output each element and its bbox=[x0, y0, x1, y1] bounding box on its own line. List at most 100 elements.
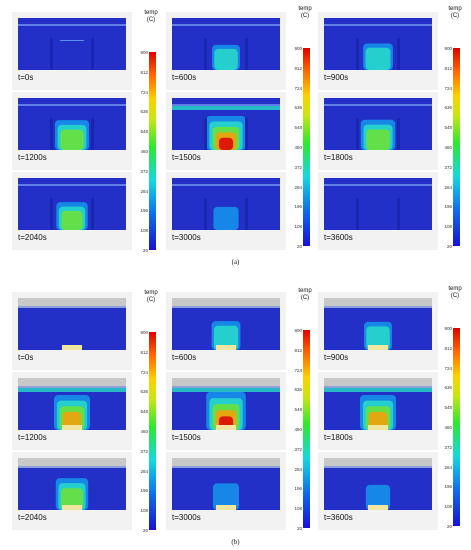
colorbar-tick-label: 900 bbox=[140, 330, 148, 335]
colorbar-tick-label: 20 bbox=[296, 244, 302, 249]
time-label: t=0s bbox=[18, 353, 34, 362]
ceiling-band bbox=[18, 298, 126, 306]
colorbar-tick-label: 460 bbox=[444, 425, 452, 430]
colorbar-ticks: 900 812 724 636 548 460 372 284 196 108 20 bbox=[280, 326, 302, 532]
colorbar-gradient bbox=[453, 328, 460, 526]
left-wall bbox=[50, 38, 53, 70]
colorbar-tick-label: 900 bbox=[294, 46, 302, 51]
contour-panel: t=3000s bbox=[166, 452, 286, 530]
colorbar-tick-label: 284 bbox=[294, 184, 302, 190]
temperature-contour-plot bbox=[18, 458, 126, 510]
contour-panel: t=3600s bbox=[318, 452, 438, 530]
colorbar-tick-label: 812 bbox=[444, 345, 452, 351]
left-wall bbox=[50, 198, 53, 230]
fire-source-pad bbox=[216, 345, 236, 350]
colorbar-title: temp (C) bbox=[288, 288, 322, 302]
time-label: t=0s bbox=[18, 73, 34, 82]
ceiling-edge bbox=[324, 386, 432, 388]
temperature-contour-plot bbox=[324, 178, 432, 230]
contour-panel: t=900s bbox=[318, 12, 438, 90]
colorbar-title-quantity: temp bbox=[298, 6, 312, 12]
time-label: t=900s bbox=[324, 353, 349, 362]
ceiling-edge bbox=[172, 386, 280, 388]
colorbar-tick-label: 900 bbox=[444, 46, 452, 51]
heat-plume-layer bbox=[213, 325, 239, 350]
colorbar-tick-label: 372 bbox=[140, 168, 148, 174]
colorbar-tick-label: 724 bbox=[294, 85, 302, 91]
colorbar-tick-label: 372 bbox=[140, 448, 148, 454]
contour-panel: t=1500s bbox=[166, 372, 286, 450]
colorbar-tick-label: 108 bbox=[444, 224, 452, 230]
colorbar-title-unit: (C) bbox=[300, 13, 310, 19]
left-wall bbox=[356, 198, 359, 230]
heat-plume-layer bbox=[60, 488, 84, 510]
colorbar-tick-label: 284 bbox=[140, 188, 148, 194]
right-wall bbox=[245, 198, 248, 230]
contour-panel: t=2040s bbox=[12, 172, 132, 250]
heat-plume-layer bbox=[214, 48, 238, 70]
ceiling-line bbox=[18, 184, 126, 186]
colorbar-ticks: 900 812 724 636 548 460 372 284 196 108 20 bbox=[126, 328, 148, 534]
colorbar-ticks: 900 812 724 636 548 460 372 284 196 108 20 bbox=[126, 48, 148, 254]
colorbar-tick-label: 460 bbox=[140, 429, 148, 434]
colorbar-tick-label: 196 bbox=[140, 208, 148, 214]
time-label: t=3600s bbox=[324, 513, 353, 522]
colorbar-tick-label: 20 bbox=[142, 528, 148, 533]
temperature-contour-plot bbox=[172, 18, 280, 70]
colorbar-tick-label: 812 bbox=[294, 65, 302, 71]
contour-panel: t=600s bbox=[166, 12, 286, 90]
contour-panel: t=3600s bbox=[318, 172, 438, 250]
colorbar-tick-label: 548 bbox=[294, 125, 302, 131]
colorbar-tick-label: 812 bbox=[140, 69, 148, 75]
colorbar-tick-label: 108 bbox=[140, 508, 148, 514]
heat-plume-layer bbox=[365, 47, 391, 70]
colorbar-tick-label: 724 bbox=[444, 85, 452, 91]
colorbar-title-unit: (C) bbox=[146, 17, 156, 23]
ceiling-edge bbox=[172, 466, 280, 468]
colorbar-tick-label: 108 bbox=[444, 504, 452, 510]
colorbar-tick-label: 636 bbox=[294, 105, 302, 111]
right-wall bbox=[245, 118, 248, 150]
fire-source-pad bbox=[62, 505, 82, 510]
temperature-contour-plot bbox=[18, 178, 126, 230]
right-wall bbox=[397, 118, 400, 150]
time-label: t=1500s bbox=[172, 433, 201, 442]
ceiling-line bbox=[324, 184, 432, 186]
colorbar-tick-label: 548 bbox=[444, 405, 452, 411]
temperature-contour-plot bbox=[172, 98, 280, 150]
temperature-contour-plot bbox=[324, 298, 432, 350]
colorbar-tick-label: 284 bbox=[444, 184, 452, 190]
colorbar-ticks: 900 812 724 636 548 460 372 284 196 108 20 bbox=[430, 44, 452, 250]
temperature-contour-plot bbox=[18, 18, 126, 70]
temperature-contour-plot bbox=[324, 98, 432, 150]
time-label: t=3000s bbox=[172, 513, 201, 522]
colorbar-tick-label: 196 bbox=[444, 484, 452, 490]
ceiling-line bbox=[18, 24, 126, 26]
fire-source-pad bbox=[368, 345, 388, 350]
time-label: t=3600s bbox=[324, 233, 353, 242]
heat-plume-layer bbox=[60, 129, 84, 150]
contour-panel: t=1200s bbox=[12, 372, 132, 450]
ceiling-band bbox=[18, 458, 126, 466]
time-label: t=1200s bbox=[18, 153, 47, 162]
fire-source-pad bbox=[62, 425, 82, 430]
figure-b: t=0s t=600s t=900s t=1200s t=1500s t=1800s t=2… bbox=[0, 280, 471, 550]
ceiling-edge bbox=[324, 306, 432, 308]
colorbar-tick-label: 636 bbox=[140, 389, 148, 395]
contour-panel: t=1800s bbox=[318, 372, 438, 450]
left-wall bbox=[356, 118, 359, 150]
fire-source-pad bbox=[216, 425, 236, 430]
colorbar-tick-label: 900 bbox=[294, 328, 302, 333]
right-wall bbox=[91, 198, 94, 230]
heat-plume-layer bbox=[61, 211, 83, 230]
colorbar-tick-label: 724 bbox=[140, 369, 148, 375]
colorbar-tick-label: 548 bbox=[140, 409, 148, 415]
colorbar-tick-label: 812 bbox=[140, 349, 148, 355]
colorbar-tick-label: 548 bbox=[294, 407, 302, 413]
contour-panel: t=3000s bbox=[166, 172, 286, 250]
heat-plume-layer bbox=[213, 206, 239, 230]
contour-panel: t=0s bbox=[12, 292, 132, 370]
colorbar-tick-label: 900 bbox=[140, 50, 148, 55]
field-background bbox=[324, 178, 432, 230]
caption-a: (a) bbox=[231, 258, 240, 266]
